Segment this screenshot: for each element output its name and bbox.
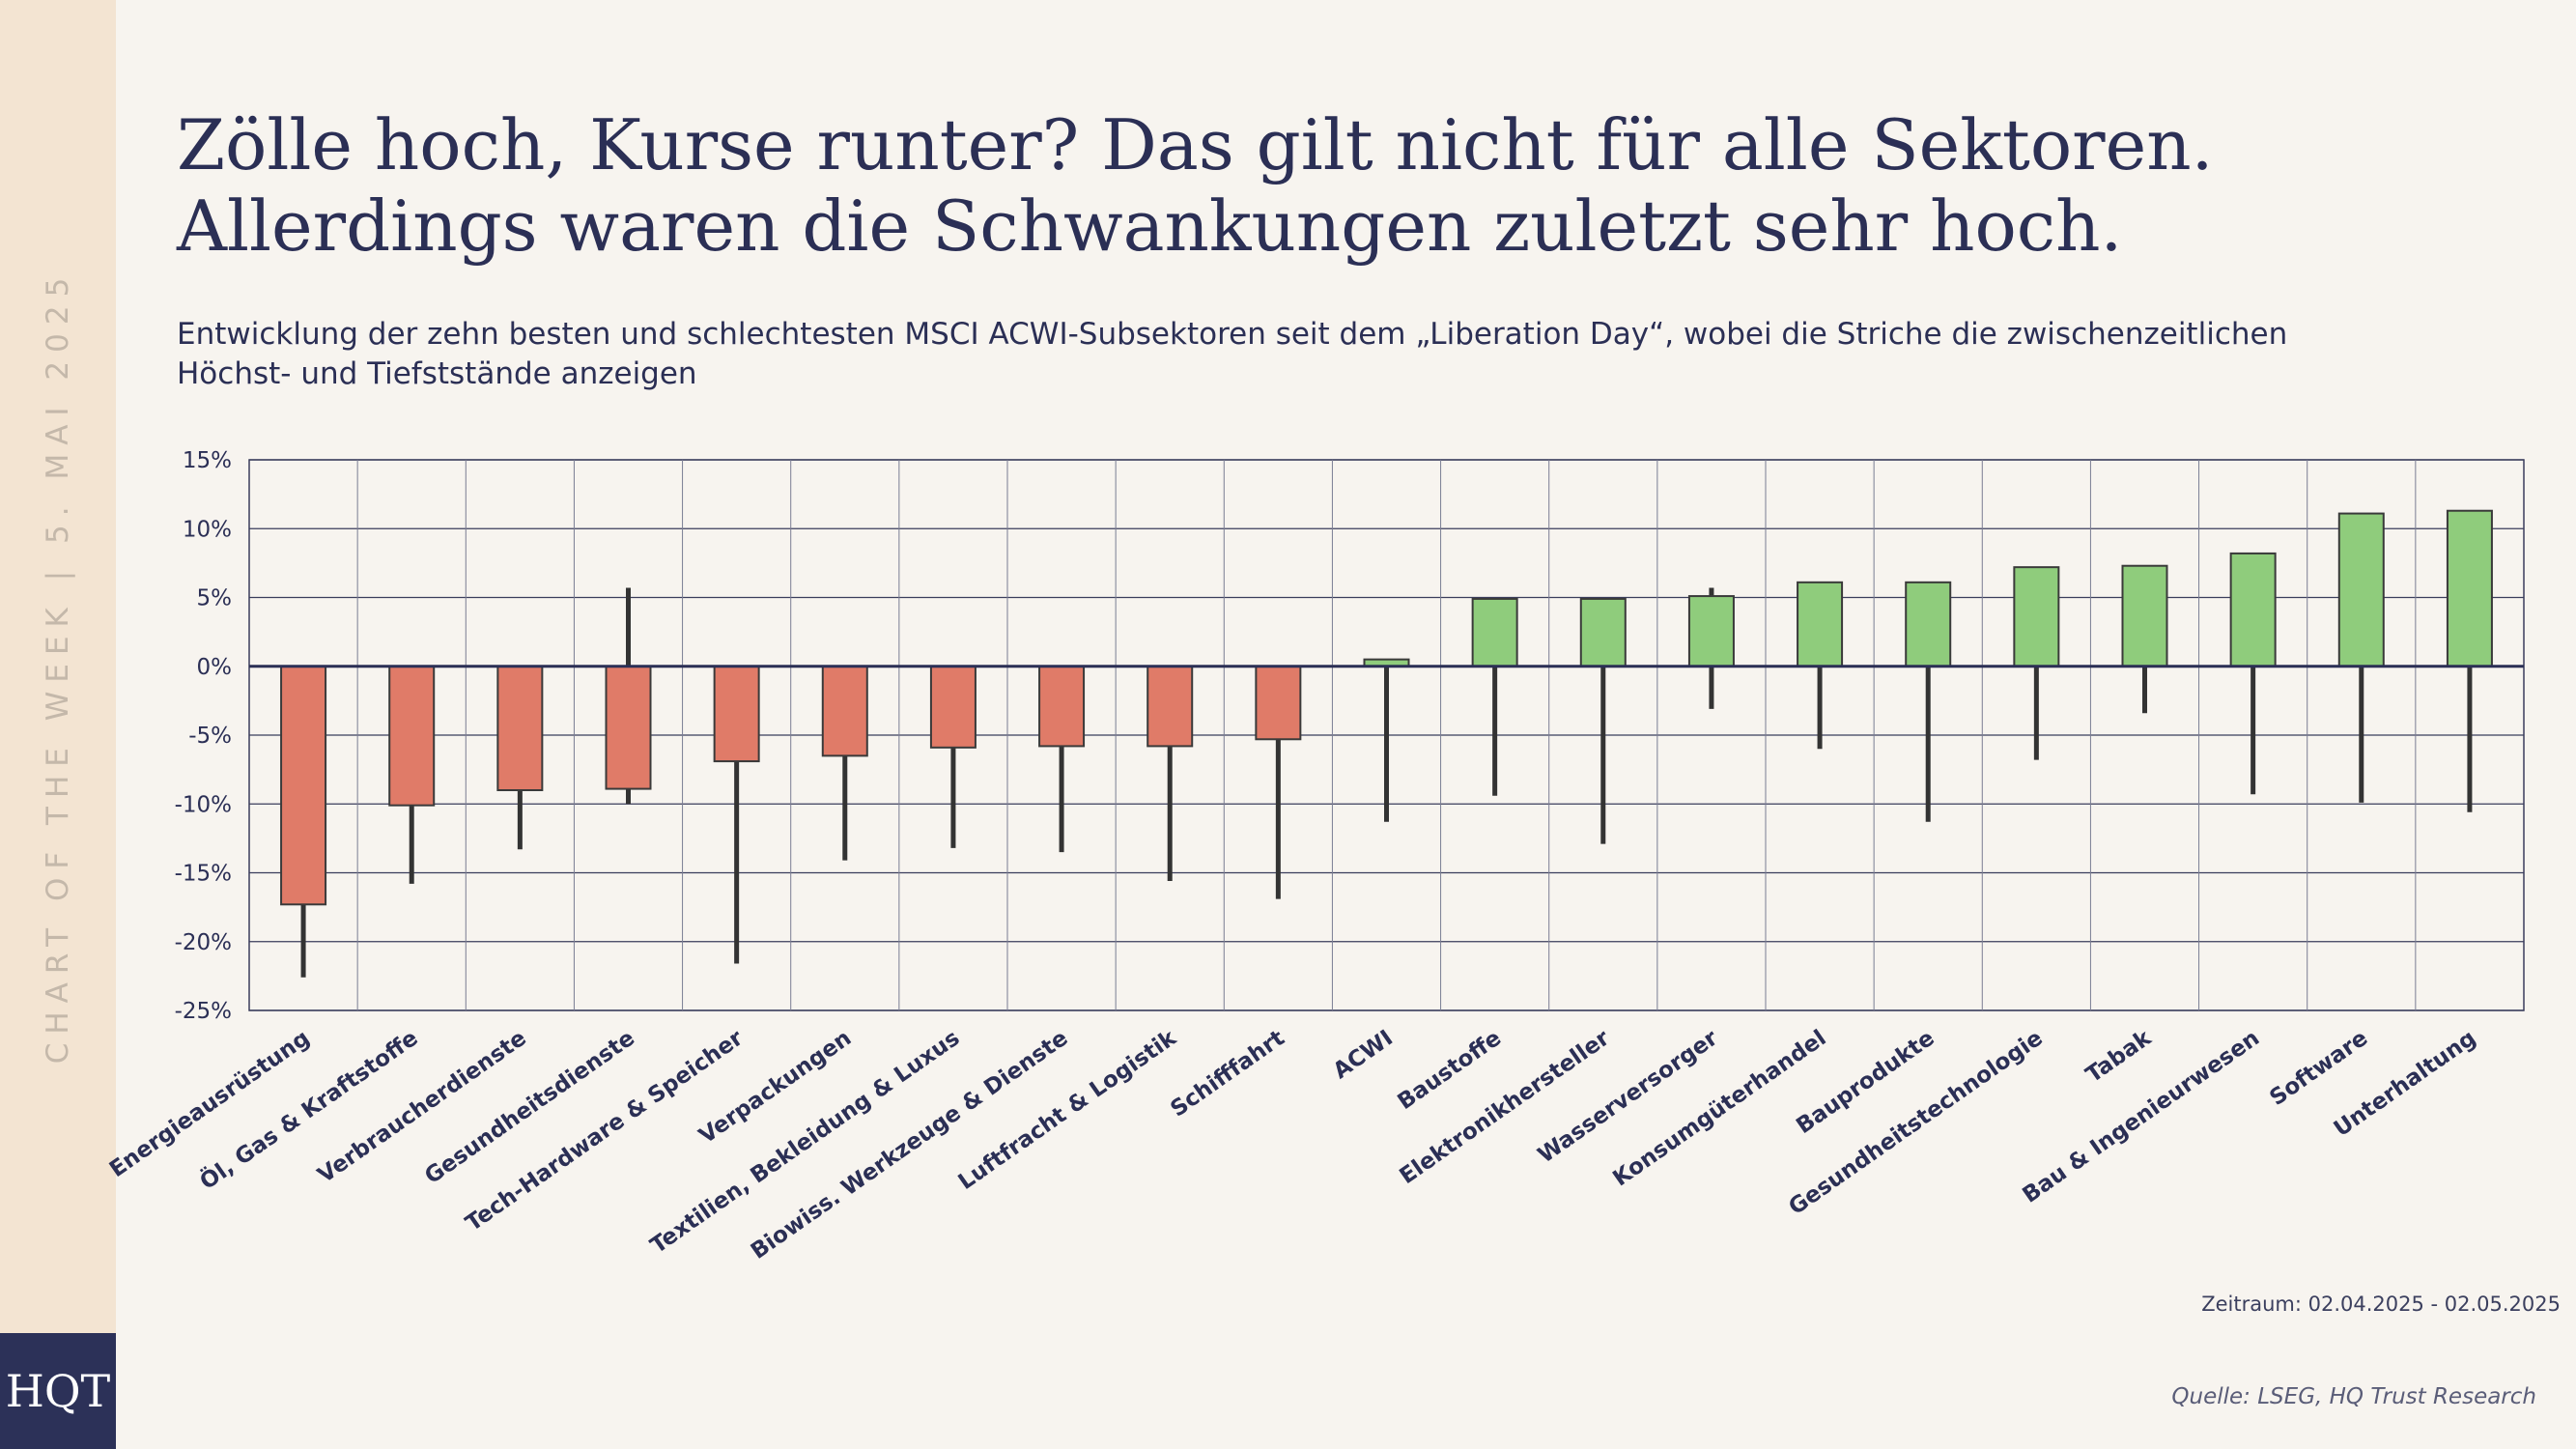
bar	[1797, 581, 1844, 668]
y-tick-label: 10%	[183, 517, 232, 542]
bar	[605, 665, 652, 790]
bar	[1687, 595, 1735, 668]
bar	[1905, 581, 1952, 668]
chart-title: Zölle hoch, Kurse runter? Das gilt nicht…	[177, 104, 2495, 267]
bar	[1146, 665, 1194, 748]
y-tick-label: 5%	[197, 586, 233, 611]
bar	[929, 665, 977, 749]
bar	[2013, 566, 2060, 668]
bar	[496, 665, 544, 791]
y-tick-label: -10%	[175, 792, 232, 817]
y-tick-label: 0%	[197, 655, 233, 680]
chart-subtitle: Entwicklung der zehn besten und schlecht…	[177, 315, 2514, 394]
x-category-label: Wasserversorger	[1534, 1025, 1723, 1168]
y-tick-label: -15%	[175, 862, 232, 887]
bar	[2121, 564, 2168, 668]
x-category-label: Luftfracht & Logistik	[954, 1025, 1182, 1195]
y-tick-label: -25%	[175, 999, 232, 1024]
bar	[388, 665, 436, 807]
source-note: Quelle: LSEG, HQ Trust Research	[2171, 1384, 2536, 1409]
subtitle-line-2: Höchst- und Tiefststände anzeigen	[177, 356, 697, 391]
x-category-label: Baustoffe	[1393, 1026, 1506, 1116]
bar	[1579, 597, 1627, 668]
bar	[2229, 552, 2277, 668]
period-note: Zeitraum: 02.04.2025 - 02.05.2025	[2201, 1293, 2561, 1316]
sidebar-strip: CHART OF THE WEEK | 5. MAI 2025	[0, 0, 116, 1333]
bar	[2446, 509, 2493, 668]
bar	[1471, 597, 1518, 668]
bar	[280, 665, 327, 906]
x-category-label: Energieausrüstung	[105, 1026, 315, 1182]
bar	[713, 665, 760, 763]
x-category-label: Verbraucherdienste	[314, 1026, 531, 1189]
bar	[2337, 512, 2385, 668]
title-line-1: Zölle hoch, Kurse runter? Das gilt nicht…	[177, 104, 2214, 185]
x-category-label: Schifffahrt	[1166, 1026, 1288, 1122]
x-category-label: Elektronikhersteller	[1396, 1025, 1615, 1189]
x-category-label: ACWI	[1329, 1026, 1398, 1085]
title-line-2: Allerdings waren die Schwankungen zuletz…	[177, 185, 2123, 267]
subtitle-line-1: Entwicklung der zehn besten und schlecht…	[177, 317, 2288, 352]
bar	[1038, 665, 1086, 748]
hqt-logo: HQT	[0, 1333, 116, 1449]
y-tick-label: 15%	[183, 448, 232, 473]
x-category-label: Software	[2265, 1026, 2372, 1111]
y-tick-label: -5%	[188, 724, 232, 749]
bar	[1255, 665, 1302, 741]
y-tick-label: -20%	[175, 930, 232, 955]
bar	[821, 665, 868, 757]
x-category-label: Konsumgüterhandel	[1608, 1026, 1830, 1192]
x-category-label: Gesundheitsdienste	[420, 1026, 639, 1190]
x-category-label: Tabak	[2081, 1025, 2156, 1088]
